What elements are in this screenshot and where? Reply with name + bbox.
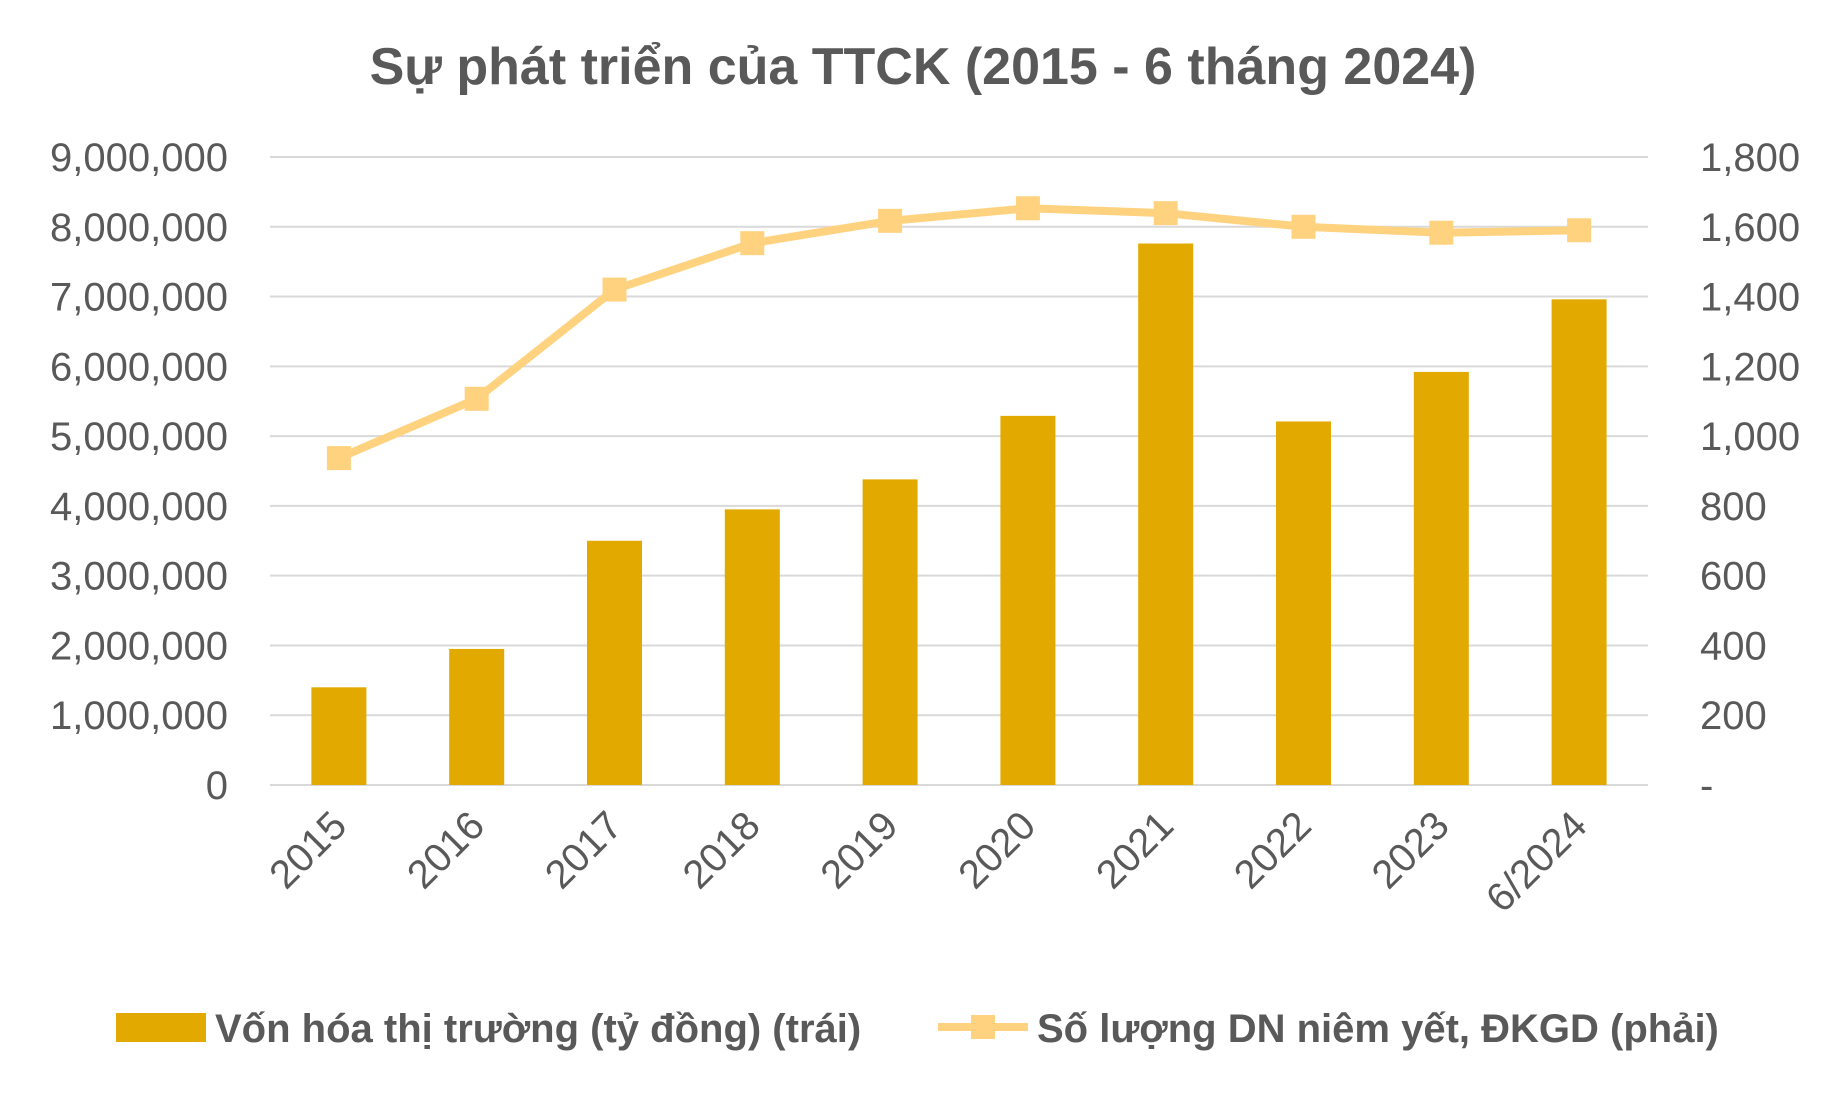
bar bbox=[1276, 421, 1331, 785]
x-tick-label: 2019 bbox=[812, 803, 906, 897]
line-point bbox=[878, 208, 903, 233]
x-tick-label: 2020 bbox=[950, 803, 1044, 897]
left-tick-label: 2,000,000 bbox=[50, 624, 228, 668]
left-tick-label: 4,000,000 bbox=[50, 485, 228, 529]
left-tick-label: 7,000,000 bbox=[50, 276, 228, 320]
x-axis: 2015 2016 2017 2018 2019 2020 2021 2022 2023 6/20… bbox=[261, 803, 1595, 921]
x-tick-label: 2015 bbox=[261, 803, 355, 897]
x-tick-label: 2022 bbox=[1226, 803, 1320, 897]
line-point bbox=[464, 386, 489, 411]
x-tick-label: 2017 bbox=[537, 803, 631, 897]
legend-bar-swatch bbox=[116, 1013, 206, 1042]
left-tick-label: 9,000,000 bbox=[50, 136, 228, 180]
x-tick-label: 2016 bbox=[399, 803, 493, 897]
line-point bbox=[602, 277, 627, 302]
bar-series bbox=[311, 243, 1607, 786]
right-tick-label: 800 bbox=[1700, 485, 1767, 529]
bar bbox=[1000, 415, 1056, 785]
line-point bbox=[1153, 201, 1178, 226]
x-tick-label: 2021 bbox=[1088, 803, 1182, 897]
chart-title: Sự phát triển của TTCK (2015 - 6 tháng 2… bbox=[370, 38, 1477, 96]
left-tick-label: 0 bbox=[206, 764, 228, 808]
x-tick-label: 6/2024 bbox=[1478, 803, 1596, 921]
left-axis: 0 1,000,000 2,000,000 3,000,000 4,000,000 5,0… bbox=[50, 136, 228, 808]
right-tick-label: 1,000 bbox=[1700, 415, 1800, 459]
bar bbox=[1138, 243, 1194, 786]
x-tick-label: 2023 bbox=[1364, 803, 1458, 897]
right-tick-label: 1,600 bbox=[1700, 206, 1800, 250]
right-tick-label: 600 bbox=[1700, 555, 1767, 599]
bar bbox=[1551, 299, 1607, 785]
right-tick-label: 200 bbox=[1700, 694, 1767, 738]
legend: Vốn hóa thị trường (tỷ đồng) (trái) Số l… bbox=[116, 1007, 1719, 1051]
bar bbox=[449, 648, 505, 785]
line-point bbox=[326, 446, 351, 471]
line-point bbox=[1015, 196, 1040, 221]
left-tick-label: 5,000,000 bbox=[50, 415, 228, 459]
left-tick-label: 3,000,000 bbox=[50, 555, 228, 599]
legend-line-marker bbox=[971, 1015, 995, 1039]
bar bbox=[311, 687, 367, 785]
line-point bbox=[740, 231, 765, 256]
bar bbox=[587, 540, 642, 785]
right-tick-label: - bbox=[1700, 764, 1713, 808]
right-tick-label: 1,800 bbox=[1700, 136, 1800, 180]
legend-line-label: Số lượng DN niêm yết, ĐKGD (phải) bbox=[1037, 1007, 1719, 1051]
left-tick-label: 8,000,000 bbox=[50, 206, 228, 250]
bar bbox=[1413, 371, 1469, 785]
x-tick-label: 2018 bbox=[675, 803, 769, 897]
line-series bbox=[326, 196, 1592, 471]
series-line bbox=[337, 204, 1580, 462]
right-tick-label: 400 bbox=[1700, 624, 1767, 668]
right-tick-label: 1,400 bbox=[1700, 276, 1800, 320]
bar bbox=[724, 509, 780, 785]
legend-bar-label: Vốn hóa thị trường (tỷ đồng) (trái) bbox=[215, 1007, 861, 1051]
left-tick-label: 6,000,000 bbox=[50, 345, 228, 389]
left-tick-label: 1,000,000 bbox=[50, 694, 228, 738]
line-point bbox=[1567, 218, 1592, 243]
line-point bbox=[1429, 220, 1454, 245]
line-point bbox=[1291, 214, 1316, 239]
bar bbox=[862, 479, 918, 785]
right-tick-label: 1,200 bbox=[1700, 345, 1800, 389]
right-axis: - 200 400 600 800 1,000 1,200 1,400 1,600 1,800 bbox=[1700, 136, 1800, 808]
